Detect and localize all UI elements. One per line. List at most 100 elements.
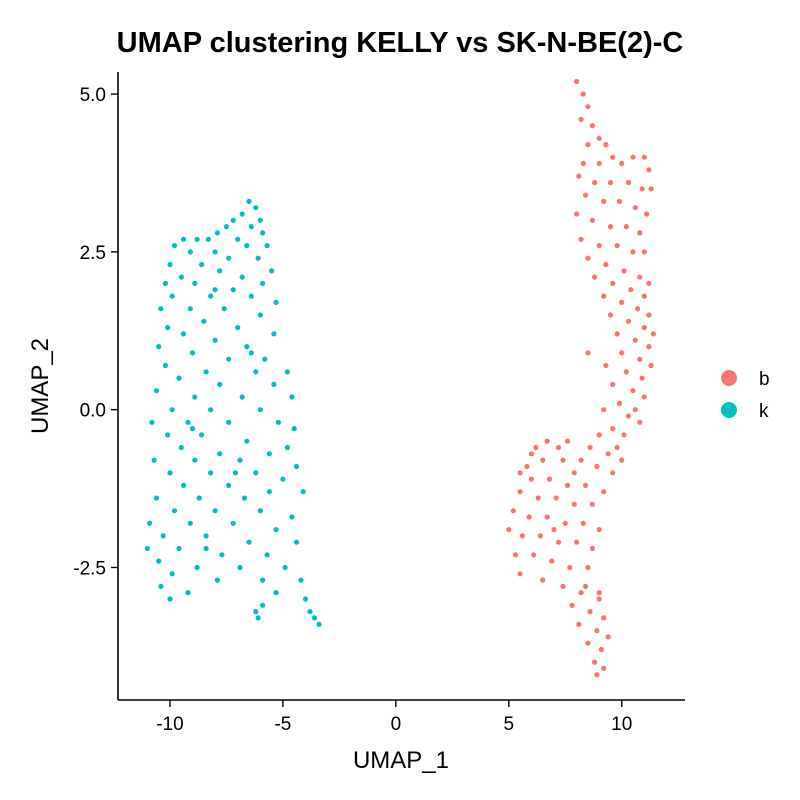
scatter-point-b: [589, 217, 596, 223]
y-axis-title: UMAP_2: [27, 338, 54, 434]
legend: bk: [721, 369, 770, 422]
scatter-point-b: [632, 205, 638, 211]
scatter-point-k: [203, 545, 209, 552]
scatter-point-b: [574, 539, 580, 545]
scatter-point-k: [208, 293, 214, 299]
scatter-point-k: [151, 457, 157, 463]
scatter-point-k: [253, 205, 259, 211]
scatter-point-k: [239, 274, 245, 280]
scatter-point-k: [167, 596, 173, 602]
scatter-point-b: [571, 501, 577, 507]
scatter-point-k: [257, 312, 263, 318]
scatter-point-b: [589, 501, 596, 507]
scatter-point-b: [630, 249, 636, 255]
scatter-point-k: [212, 337, 218, 343]
scatter-point-k: [260, 577, 266, 583]
scatter-point-k: [226, 419, 232, 425]
scatter-point-b: [630, 388, 636, 394]
scatter-point-b: [583, 482, 589, 488]
scatter-point-k: [273, 590, 279, 596]
scatter-point-b: [583, 583, 589, 590]
scatter-point-b: [576, 173, 582, 179]
scatter-point-k: [212, 249, 218, 255]
scatter-point-b: [646, 167, 652, 173]
scatter-point-b: [596, 590, 602, 596]
scatter-point-k: [176, 545, 182, 552]
scatter-point-b: [537, 533, 544, 539]
scatter-point-k: [192, 394, 198, 400]
scatter-point-k: [241, 495, 248, 501]
scatter-point-b: [607, 312, 614, 318]
scatter-point-k: [223, 224, 229, 230]
scatter-point-k: [260, 230, 266, 236]
scatter-point-b: [580, 91, 586, 97]
scatter-point-b: [549, 558, 555, 564]
scatter-point-k: [153, 388, 159, 394]
scatter-point-k: [149, 419, 155, 425]
x-tick-label: 10: [611, 714, 632, 735]
scatter-point-k: [187, 306, 193, 312]
scatter-point-k: [176, 375, 182, 381]
scatter-point-b: [519, 533, 526, 539]
x-tick-label: 0: [391, 714, 402, 735]
scatter-point-k: [147, 520, 153, 526]
scatter-point-b: [585, 142, 591, 148]
scatter-point-k: [165, 325, 171, 331]
scatter-point-k: [217, 381, 223, 387]
scatter-point-k: [162, 280, 168, 286]
scatter-point-b: [517, 489, 523, 495]
scatter-point-k: [212, 287, 218, 293]
scatter-point-b: [578, 590, 584, 596]
scatter-point-b: [601, 293, 607, 299]
scatter-point-k: [232, 470, 239, 476]
scatter-point-k: [158, 306, 164, 312]
scatter-point-b: [621, 268, 627, 274]
scatter-point-k: [199, 432, 205, 438]
scatter-point-b: [646, 312, 652, 318]
scatter-point-b: [610, 280, 616, 286]
scatter-point-k: [185, 590, 191, 596]
scatter-point-k: [269, 268, 275, 274]
scatter-point-b: [598, 646, 605, 653]
scatter-point-k: [293, 539, 300, 545]
scatter-point-k: [208, 407, 214, 413]
scatter-point-b: [592, 659, 598, 665]
scatter-point-b: [646, 344, 652, 350]
chart-title: UMAP clustering KELLY vs SK-N-BE(2)-C: [117, 27, 684, 59]
scatter-point-b: [632, 337, 638, 343]
scatter-point-k: [311, 615, 318, 621]
scatter-point-k: [260, 280, 266, 286]
scatter-point-k: [169, 571, 175, 577]
scatter-point-b: [574, 78, 580, 85]
scatter-point-k: [187, 520, 193, 526]
scatter-point-b: [569, 602, 575, 608]
scatter-point-b: [596, 160, 602, 167]
scatter-point-b: [619, 350, 625, 356]
scatter-point-b: [641, 293, 647, 299]
scatter-point-b: [551, 527, 557, 533]
scatter-point-b: [535, 495, 541, 501]
scatter-point-b: [585, 640, 591, 646]
scatter-point-b: [614, 331, 620, 337]
scatter-point-k: [302, 596, 309, 602]
scatter-point-b: [614, 243, 620, 249]
scatter-point-k: [221, 306, 227, 312]
scatter-point-b: [639, 186, 645, 192]
scatter-point-b: [605, 451, 611, 457]
scatter-point-b: [585, 104, 591, 110]
scatter-point-b: [596, 432, 602, 438]
scatter-point-k: [280, 476, 286, 482]
scatter-point-k: [187, 249, 193, 255]
scatter-point-k: [255, 615, 261, 621]
y-tick-label: 2.5: [80, 243, 106, 264]
scatter-point-k: [178, 444, 184, 451]
scatter-point-b: [605, 634, 611, 640]
scatter-point-k: [230, 287, 236, 293]
scatter-point-b: [587, 444, 593, 451]
scatter-point-b: [555, 444, 562, 451]
y-tick-label: -2.5: [73, 558, 106, 579]
scatter-point-b: [596, 243, 602, 249]
scatter-point-k: [284, 444, 290, 451]
scatter-point-k: [212, 508, 218, 514]
scatter-point-k: [246, 539, 252, 545]
